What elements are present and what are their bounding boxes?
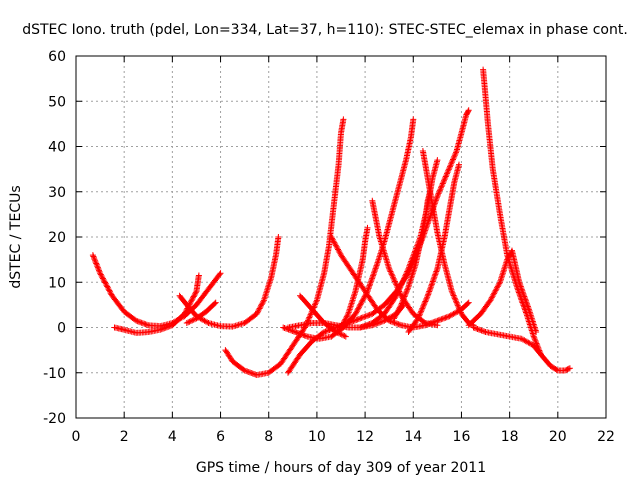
data-series-track — [222, 116, 347, 378]
y-tick-label: 0 — [57, 321, 66, 337]
data-point-markers — [480, 66, 573, 374]
data-point-markers — [465, 247, 540, 335]
x-tick-label: 2 — [120, 429, 129, 445]
data-series-track — [111, 272, 202, 336]
grid — [76, 56, 606, 418]
chart-title: dSTEC Iono. truth (pdel, Lon=334, Lat=37… — [22, 22, 628, 38]
data-series-track — [176, 234, 282, 330]
data-point-markers — [297, 292, 349, 340]
data-series-track — [338, 224, 371, 331]
y-axis-label: dSTEC / TECUs — [8, 185, 24, 288]
data-point-markers — [369, 197, 441, 329]
data-series-track — [297, 292, 349, 340]
axis-ticks: 0 2 4 6 8 10 12 14 16 18 20 22 -20 -10 0 10 20 30 40 50 60 — [43, 49, 615, 445]
data-series-track — [405, 161, 462, 335]
data-series — [89, 66, 573, 378]
y-tick-label: 60 — [48, 49, 66, 65]
x-tick-label: 20 — [549, 429, 567, 445]
data-point-markers — [222, 116, 347, 378]
data-point-markers — [470, 324, 544, 358]
data-series-track — [391, 188, 434, 322]
y-tick-label: 40 — [48, 140, 66, 156]
y-tick-label: -20 — [43, 411, 66, 427]
y-tick-label: -10 — [43, 366, 66, 382]
y-tick-label: 50 — [48, 94, 66, 110]
x-tick-label: 22 — [597, 429, 615, 445]
x-tick-label: 4 — [168, 429, 177, 445]
data-series-track — [480, 66, 573, 374]
y-tick-label: 30 — [48, 185, 66, 201]
x-tick-label: 6 — [216, 429, 225, 445]
x-tick-label: 18 — [501, 429, 519, 445]
data-point-markers — [405, 161, 462, 335]
data-series-track — [369, 197, 441, 329]
data-series-track — [183, 299, 219, 326]
y-tick-label: 20 — [48, 230, 66, 246]
x-axis-label: GPS time / hours of day 309 of year 2011 — [196, 460, 486, 476]
x-tick-label: 12 — [356, 429, 374, 445]
data-point-markers — [183, 299, 219, 326]
x-tick-label: 14 — [404, 429, 422, 445]
y-tick-label: 10 — [48, 275, 66, 291]
data-point-markers — [338, 224, 371, 331]
x-tick-label: 0 — [72, 429, 81, 445]
x-tick-label: 10 — [308, 429, 326, 445]
data-series-track — [470, 324, 544, 358]
x-tick-label: 16 — [453, 429, 471, 445]
data-point-markers — [391, 188, 434, 322]
data-point-markers — [176, 234, 282, 330]
data-point-markers — [111, 272, 202, 336]
x-tick-label: 8 — [264, 429, 273, 445]
data-series-track — [465, 247, 540, 335]
